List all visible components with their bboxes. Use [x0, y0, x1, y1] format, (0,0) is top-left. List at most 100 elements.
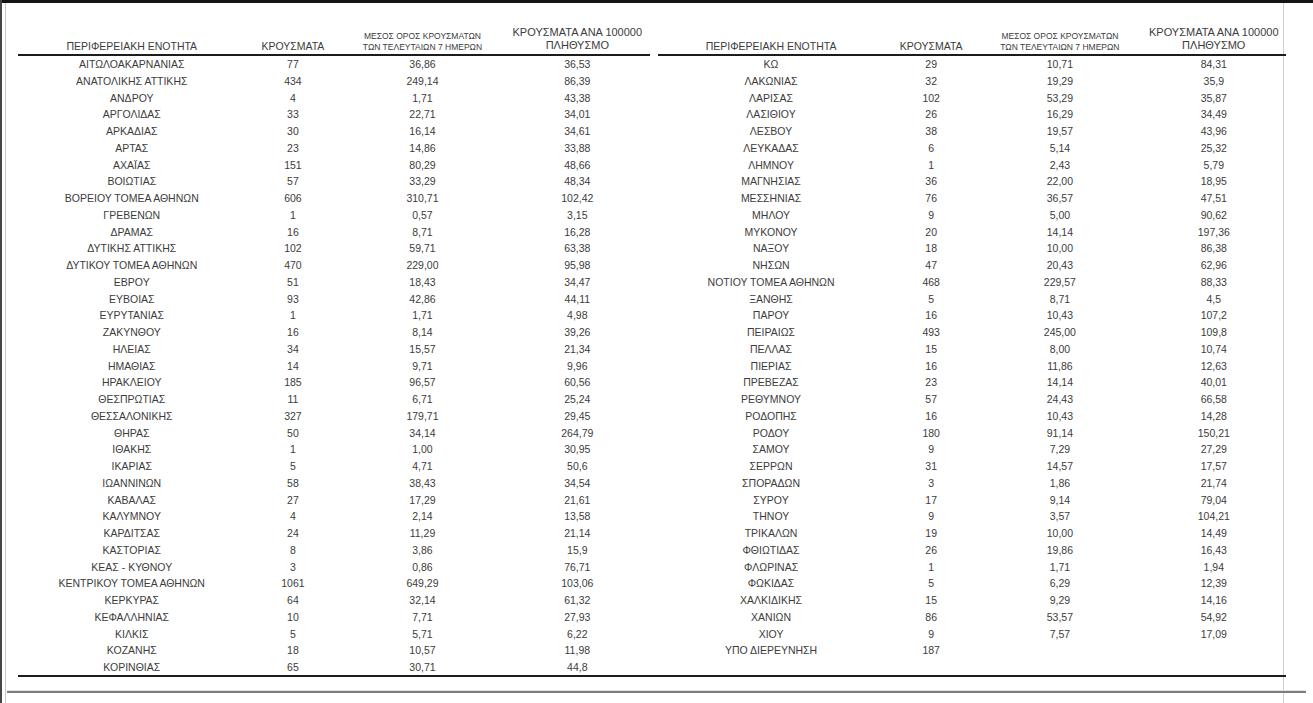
per100k-cell: 102,42: [505, 190, 650, 207]
per100k-cell: 25,32: [1142, 140, 1286, 157]
per100k-cell: 62,96: [1142, 257, 1286, 274]
table-row: ΛΑΡΙΣΑΣ10253,2935,87: [658, 90, 1286, 107]
per100k-cell: 33,88: [505, 140, 650, 157]
col-header-avg7-line1: ΜΕΣΟΣ ΟΡΟΣ ΚΡΟΥΣΜΑΤΩΝ: [978, 31, 1141, 42]
region-cell: ΚΕΝΤΡΙΚΟΥ ΤΟΜΕΑ ΑΘΗΝΩΝ: [18, 575, 246, 592]
region-cell: ΘΗΡΑΣ: [18, 425, 246, 442]
avg7-cell: 14,86: [340, 140, 504, 157]
cases-cell: 50: [246, 425, 341, 442]
table-row: ΗΜΑΘΙΑΣ149,719,96: [18, 358, 650, 375]
per100k-cell: 34,61: [505, 123, 650, 140]
cases-table-right: ΠΕΡΙΦΕΡΕΙΑΚΗ ΕΝΟΤΗΤΑ ΚΡΟΥΣΜΑΤΑ ΜΕΣΟΣ ΟΡΟ…: [658, 2, 1286, 659]
table-row: ΔΥΤΙΚΗΣ ΑΤΤΙΚΗΣ10259,7163,38: [18, 240, 650, 257]
cases-cell: 5: [884, 575, 978, 592]
region-cell: ΜΥΚΟΝΟΥ: [658, 224, 884, 241]
region-cell: ΒΟΡΕΙΟΥ ΤΟΜΕΑ ΑΘΗΝΩΝ: [18, 190, 246, 207]
avg7-cell: 38,43: [340, 475, 504, 492]
per100k-cell: 61,32: [505, 592, 650, 609]
table-body-right: ΚΩ2910,7184,31ΛΑΚΩΝΙΑΣ3219,2935,9ΛΑΡΙΣΑΣ…: [658, 55, 1286, 659]
table-row: ΤΗΝΟΥ93,57104,21: [658, 508, 1286, 525]
per100k-cell: 35,87: [1142, 90, 1286, 107]
table-row: ΚΑΒΑΛΑΣ2717,2921,61: [18, 492, 650, 509]
avg7-cell: 10,71: [978, 55, 1141, 73]
avg7-cell: 10,00: [978, 525, 1141, 542]
per100k-cell: 14,16: [1142, 592, 1286, 609]
per100k-cell: 50,6: [505, 458, 650, 475]
per100k-cell: 107,2: [1142, 307, 1286, 324]
per100k-cell: 17,09: [1142, 626, 1286, 643]
per100k-cell: 36,53: [505, 55, 650, 73]
avg7-cell: 22,00: [978, 173, 1141, 190]
cases-cell: 14: [246, 358, 341, 375]
avg7-cell: 8,71: [978, 291, 1141, 308]
table-row: ΚΙΛΚΙΣ55,716,22: [18, 626, 650, 643]
avg7-cell: 80,29: [340, 157, 504, 174]
table-row: ΧΑΛΚΙΔΙΚΗΣ159,2914,16: [658, 592, 1286, 609]
per100k-cell: 54,92: [1142, 609, 1286, 626]
table-row: ΛΗΜΝΟΥ12,435,79: [658, 157, 1286, 174]
cases-cell: 1: [884, 559, 978, 576]
avg7-cell: 229,00: [340, 257, 504, 274]
cases-cell: 18: [246, 642, 341, 659]
table-row: ΛΑΣΙΘΙΟΥ2616,2934,49: [658, 106, 1286, 123]
cases-cell: 34: [246, 341, 341, 358]
region-cell: ΗΡΑΚΛΕΙΟΥ: [18, 374, 246, 391]
per100k-cell: 34,49: [1142, 106, 1286, 123]
avg7-cell: 10,43: [978, 307, 1141, 324]
cases-cell: 64: [246, 592, 341, 609]
region-cell: ΚΙΛΚΙΣ: [18, 626, 246, 643]
avg7-cell: 310,71: [340, 190, 504, 207]
table-row: ΛΕΣΒΟΥ3819,5743,96: [658, 123, 1286, 140]
per100k-cell: 43,38: [505, 90, 650, 107]
cases-cell: 187: [884, 642, 978, 659]
cases-cell: 26: [884, 106, 978, 123]
per100k-cell: 21,74: [1142, 475, 1286, 492]
avg7-cell: 1,00: [340, 441, 504, 458]
cases-cell: 327: [246, 408, 341, 425]
table-row: ΣΑΜΟΥ97,2927,29: [658, 441, 1286, 458]
cases-cell: 11: [246, 391, 341, 408]
table-row: ΝΟΤΙΟΥ ΤΟΜΕΑ ΑΘΗΝΩΝ468229,5788,33: [658, 274, 1286, 291]
cases-table-left: ΠΕΡΙΦΕΡΕΙΑΚΗ ΕΝΟΤΗΤΑ ΚΡΟΥΣΜΑΤΑ ΜΕΣΟΣ ΟΡΟ…: [18, 2, 650, 676]
cases-cell: 38: [884, 123, 978, 140]
col-header-region: ΠΕΡΙΦΕΡΕΙΑΚΗ ΕΝΟΤΗΤΑ: [658, 2, 884, 55]
table-row: ΑΙΤΩΛΟΑΚΑΡΝΑΝΙΑΣ7736,8636,53: [18, 55, 650, 73]
avg7-cell: 36,57: [978, 190, 1141, 207]
region-cell: ΓΡΕΒΕΝΩΝ: [18, 207, 246, 224]
region-cell: ΙΘΑΚΗΣ: [18, 441, 246, 458]
region-cell: ΧΑΛΚΙΔΙΚΗΣ: [658, 592, 884, 609]
col-header-per100k-line1: ΚΡΟΥΣΜΑΤΑ ΑΝΑ 100000: [505, 26, 650, 39]
region-cell: ΛΑΡΙΣΑΣ: [658, 90, 884, 107]
avg7-cell: 19,86: [978, 542, 1141, 559]
avg7-cell: 91,14: [978, 425, 1141, 442]
table-row: ΑΡΤΑΣ2314,8633,88: [18, 140, 650, 157]
per100k-cell: 17,57: [1142, 458, 1286, 475]
table-row: ΑΡΚΑΔΙΑΣ3016,1434,61: [18, 123, 650, 140]
cases-cell: 36: [884, 173, 978, 190]
table-row: ΛΕΥΚΑΔΑΣ65,1425,32: [658, 140, 1286, 157]
table-row: ΑΝΑΤΟΛΙΚΗΣ ΑΤΤΙΚΗΣ434249,1486,39: [18, 73, 650, 90]
table-row: ΦΩΚΙΔΑΣ56,2912,39: [658, 575, 1286, 592]
cases-cell: 185: [246, 374, 341, 391]
cases-cell: 18: [884, 240, 978, 257]
cases-cell: 493: [884, 324, 978, 341]
region-cell: ΠΕΛΛΑΣ: [658, 341, 884, 358]
avg7-cell: 229,57: [978, 274, 1141, 291]
table-row: ΑΝΔΡΟΥ41,7143,38: [18, 90, 650, 107]
avg7-cell: 14,14: [978, 374, 1141, 391]
cases-cell: 1: [884, 157, 978, 174]
table-row: ΞΑΝΘΗΣ58,714,5: [658, 291, 1286, 308]
per100k-cell: 1,94: [1142, 559, 1286, 576]
avg7-cell: 6,71: [340, 391, 504, 408]
region-cell: ΑΧΑΪΑΣ: [18, 157, 246, 174]
per100k-cell: 34,54: [505, 475, 650, 492]
table-row: ΚΕΦΑΛΛΗΝΙΑΣ107,7127,93: [18, 609, 650, 626]
region-cell: ΜΗΛΟΥ: [658, 207, 884, 224]
region-cell: ΙΩΑΝΝΙΝΩΝ: [18, 475, 246, 492]
avg7-cell: 0,57: [340, 207, 504, 224]
avg7-cell: 1,86: [978, 475, 1141, 492]
avg7-cell: 2,43: [978, 157, 1141, 174]
region-cell: ΠΑΡΟΥ: [658, 307, 884, 324]
table-row: ΙΘΑΚΗΣ11,0030,95: [18, 441, 650, 458]
per100k-cell: 6,22: [505, 626, 650, 643]
